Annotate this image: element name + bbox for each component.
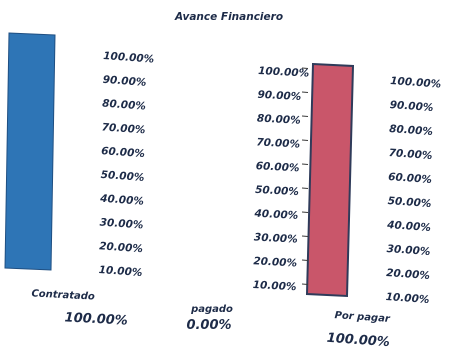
y-tick-label: 50.00% bbox=[255, 184, 299, 198]
bar-por-pagar bbox=[305, 62, 355, 298]
y-tick-label: 30.00% bbox=[386, 243, 430, 258]
y-tick-label: 100.00% bbox=[390, 75, 442, 91]
y-tick-label: 90.00% bbox=[102, 74, 146, 89]
y-tick-label: 80.00% bbox=[257, 113, 301, 127]
y-tick-label: 80.00% bbox=[102, 98, 146, 113]
y-tick-label: 30.00% bbox=[254, 231, 298, 245]
bar-contratado bbox=[4, 32, 56, 271]
category-label: Contratado bbox=[31, 288, 95, 302]
category-label: Por pagar bbox=[334, 310, 391, 325]
y-tick-label: 30.00% bbox=[99, 216, 143, 231]
y-tick-mark bbox=[301, 91, 309, 93]
y-tick-label: 80.00% bbox=[389, 123, 433, 138]
y-tick-mark bbox=[301, 163, 309, 165]
y-tick-mark bbox=[301, 259, 309, 261]
y-tick-label: 10.00% bbox=[385, 291, 429, 306]
y-tick-label: 70.00% bbox=[256, 136, 300, 150]
y-tick-mark bbox=[301, 115, 309, 117]
y-tick-label: 90.00% bbox=[257, 89, 301, 103]
y-tick-mark bbox=[301, 67, 309, 69]
y-tick-label: 40.00% bbox=[386, 219, 431, 234]
y-tick-label: 60.00% bbox=[101, 145, 145, 160]
y-tick-label: 20.00% bbox=[99, 240, 143, 255]
data-label: 100.00% bbox=[64, 310, 128, 328]
y-tick-label: 70.00% bbox=[101, 121, 145, 136]
y-tick-mark bbox=[301, 187, 309, 189]
y-tick-mark bbox=[301, 235, 309, 237]
y-tick-label: 70.00% bbox=[388, 147, 432, 162]
y-tick-label: 10.00% bbox=[252, 279, 296, 293]
y-tick-label: 40.00% bbox=[253, 208, 298, 222]
y-tick-label: 10.00% bbox=[98, 264, 142, 279]
y-tick-label: 60.00% bbox=[388, 171, 432, 186]
chart-title: Avance Financiero bbox=[174, 11, 283, 23]
y-tick-label: 20.00% bbox=[386, 267, 430, 282]
y-tick-mark bbox=[301, 283, 309, 285]
category-label: pagado bbox=[190, 304, 233, 315]
y-tick-label: 20.00% bbox=[253, 255, 297, 269]
y-tick-label: 90.00% bbox=[389, 99, 433, 114]
y-tick-label: 100.00% bbox=[103, 50, 155, 66]
data-label: 100.00% bbox=[326, 331, 390, 349]
y-tick-label: 50.00% bbox=[100, 169, 144, 184]
y-tick-label: 50.00% bbox=[387, 195, 431, 210]
y-tick-label: 60.00% bbox=[255, 160, 299, 174]
data-label: 0.00% bbox=[186, 318, 231, 333]
y-tick-mark bbox=[301, 139, 309, 141]
y-tick-label: 100.00% bbox=[258, 65, 310, 80]
y-tick-label: 40.00% bbox=[99, 193, 144, 208]
y-tick-mark bbox=[301, 211, 309, 213]
